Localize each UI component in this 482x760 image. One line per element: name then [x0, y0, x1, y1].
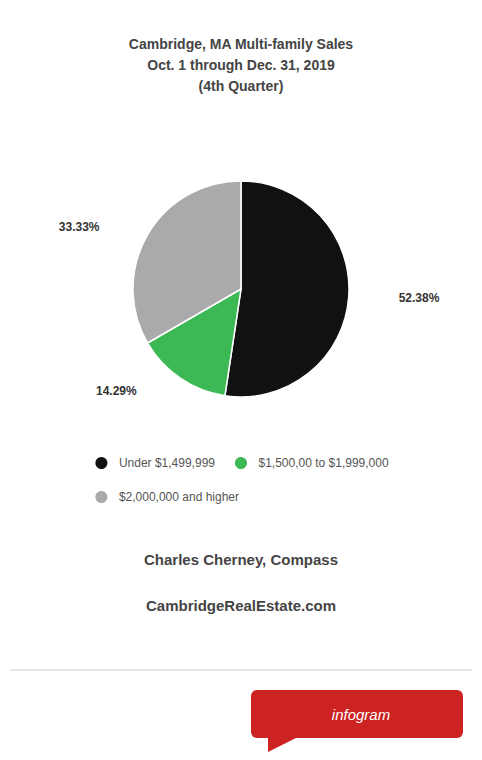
svg-text:$2,000,000 and higher: $2,000,000 and higher: [119, 490, 239, 504]
svg-text:Charles Cherney, Compass: Charles Cherney, Compass: [144, 551, 338, 568]
svg-text:Cambridge, MA Multi-family Sal: Cambridge, MA Multi-family Sales: [129, 36, 354, 52]
svg-text:52.38%: 52.38%: [399, 291, 440, 305]
svg-text:$1,500,00 to $1,999,000: $1,500,00 to $1,999,000: [258, 456, 388, 470]
svg-text:Oct. 1 through Dec. 31, 2019: Oct. 1 through Dec. 31, 2019: [147, 57, 335, 73]
svg-text:Under $1,499,999: Under $1,499,999: [119, 456, 215, 470]
svg-text:14.29%: 14.29%: [96, 384, 137, 398]
svg-text:infogram: infogram: [332, 706, 390, 723]
svg-text:(4th Quarter): (4th Quarter): [199, 78, 284, 94]
svg-text:33.33%: 33.33%: [59, 220, 100, 234]
svg-text:CambridgeRealEstate.com: CambridgeRealEstate.com: [146, 597, 336, 614]
